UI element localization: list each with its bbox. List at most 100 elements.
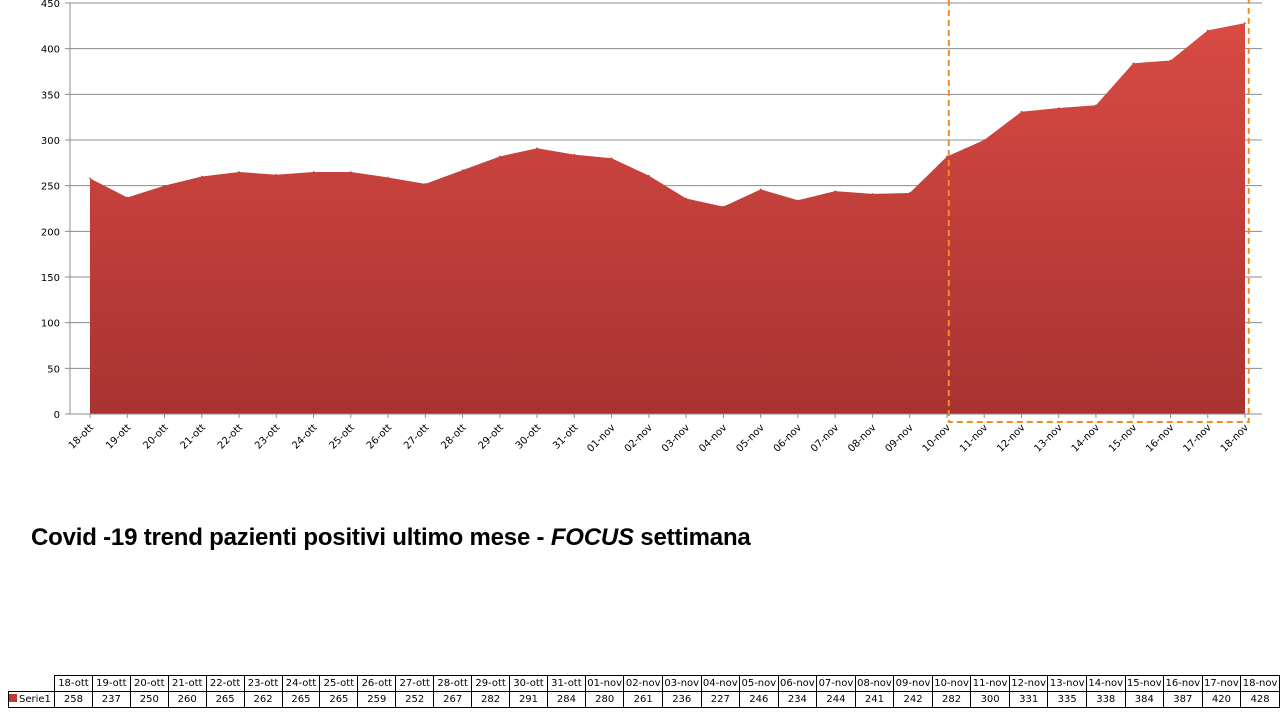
- data-point: [163, 184, 166, 187]
- table-cell: 258: [53, 691, 93, 708]
- table-cell: 227: [700, 691, 741, 708]
- table-cell: 331: [1008, 691, 1049, 708]
- table-cell: 284: [546, 691, 586, 708]
- table-header-cell: 07-nov: [816, 675, 856, 692]
- x-tick-label: 16-nov: [1144, 422, 1176, 454]
- table-header-cell: 29-ott: [471, 675, 511, 692]
- x-tick-label: 18-nov: [1219, 422, 1251, 454]
- table-cell: 242: [893, 691, 933, 708]
- table-header-cell: 18-ott: [53, 675, 93, 692]
- table-header-cell: 25-ott: [319, 675, 359, 692]
- x-tick-label: 19-ott: [104, 422, 133, 451]
- x-tick-label: 04-nov: [697, 422, 729, 454]
- table-cell: 261: [623, 691, 663, 708]
- data-point: [1020, 110, 1023, 113]
- table-header-cell: 22-ott: [205, 675, 245, 692]
- table-header-cell: 21-ott: [167, 675, 207, 692]
- y-tick-label: 150: [41, 273, 60, 284]
- table-cell: 280: [584, 691, 625, 708]
- table-cell: 236: [661, 691, 702, 708]
- x-tick-label: 07-nov: [809, 422, 841, 454]
- x-tick-label: 31-ott: [551, 422, 580, 451]
- x-tick-label: 08-nov: [846, 422, 878, 454]
- table-header-cell: 14-nov: [1085, 675, 1126, 692]
- data-point: [908, 192, 911, 194]
- x-tick-label: 02-nov: [623, 422, 655, 454]
- y-tick-label: 200: [41, 227, 60, 238]
- data-point: [350, 171, 352, 173]
- data-point: [424, 183, 427, 185]
- data-point: [499, 155, 501, 158]
- table-header-cell: 15-nov: [1124, 675, 1165, 692]
- table-header-cell: 16-nov: [1163, 675, 1203, 692]
- data-point: [648, 174, 650, 177]
- caption-prefix: Covid -19 trend pazienti positivi ultimo…: [31, 524, 551, 551]
- chart-caption: Covid -19 trend pazienti positivi ultimo…: [31, 524, 751, 552]
- y-tick-label: 450: [41, 0, 60, 10]
- table-header-cell: 19-ott: [91, 675, 131, 692]
- data-point: [1244, 22, 1246, 24]
- caption-suffix: settimana: [633, 524, 751, 551]
- data-point: [610, 157, 613, 160]
- x-tick-label: 09-nov: [883, 422, 915, 454]
- table-cell: 267: [433, 691, 473, 708]
- data-point: [89, 177, 91, 180]
- x-tick-label: 12-nov: [995, 422, 1027, 454]
- data-point: [685, 197, 687, 200]
- x-tick-label: 22-ott: [216, 422, 245, 451]
- table-cell: 282: [931, 691, 972, 708]
- table-cell: 234: [777, 691, 818, 708]
- table-header-cell: 03-nov: [661, 675, 702, 692]
- y-axis: 0 50 100 150 200 250 300 350 400 450: [41, 0, 71, 421]
- data-point: [238, 171, 240, 173]
- table-cell: 237: [91, 691, 131, 708]
- series-area: [89, 22, 1246, 415]
- x-tick-label: 13-nov: [1033, 422, 1065, 454]
- table-header-cell: 24-ott: [281, 675, 321, 692]
- table-header-cell: 13-nov: [1047, 675, 1087, 692]
- table-header-cell: 27-ott: [395, 675, 435, 692]
- table-cell: 384: [1124, 691, 1165, 708]
- x-tick-label: 01-nov: [585, 422, 617, 454]
- data-point: [312, 171, 315, 173]
- table-header-cell: 30-ott: [509, 675, 548, 692]
- table-cell: 265: [281, 691, 321, 708]
- x-tick-label: 23-ott: [253, 422, 282, 451]
- x-tick-label: 21-ott: [179, 422, 208, 451]
- y-tick-label: 300: [41, 136, 60, 147]
- x-tick-label: 06-nov: [772, 422, 804, 454]
- data-point: [834, 190, 836, 192]
- x-tick-label: 26-ott: [365, 422, 394, 451]
- table-header-row: 18-ott 19-ott 20-ott 21-ott 22-ott 23-ott 24-o…: [8, 675, 1280, 692]
- table-header-cell: 23-ott: [243, 675, 283, 692]
- area-chart: 0 50 100 150 200 250 300 350 400 450 18-ott 19-ott…: [41, 0, 1262, 455]
- table-cell: 250: [129, 691, 169, 708]
- data-point: [1206, 29, 1209, 32]
- x-tick-label: 27-ott: [402, 422, 431, 451]
- x-tick-label: 18-ott: [67, 422, 96, 451]
- table-header-cell: 04-nov: [700, 675, 741, 692]
- x-tick-label: 03-nov: [660, 422, 692, 454]
- legend-key: [9, 694, 17, 702]
- focus-highlight-box: [947, 0, 1250, 423]
- data-point: [722, 205, 725, 208]
- x-axis: 18-ott 19-ott 20-ott 21-ott 22-ott 23-ott 24-o…: [67, 413, 1262, 455]
- table-cell: 252: [395, 691, 435, 708]
- table-cell: 428: [1240, 691, 1280, 708]
- table-header-cell: 26-ott: [357, 675, 397, 692]
- table-header-cell: 10-nov: [931, 675, 972, 692]
- table-cell: 335: [1047, 691, 1087, 708]
- table-cell: 241: [854, 691, 895, 708]
- focus-week-box: [947, 0, 1250, 423]
- data-point: [461, 169, 464, 171]
- x-tick-label: 11-nov: [958, 422, 990, 454]
- caption-emphasis: FOCUS: [550, 524, 634, 551]
- x-tick-label: 29-ott: [477, 422, 506, 451]
- data-point: [126, 196, 129, 199]
- table-cell: 265: [205, 691, 245, 708]
- table-cell: 259: [357, 691, 397, 708]
- data-point: [1132, 62, 1135, 65]
- table-header-cell: 09-nov: [893, 675, 933, 692]
- table-header-cell: 01-nov: [584, 675, 625, 692]
- table-corner: [8, 675, 55, 692]
